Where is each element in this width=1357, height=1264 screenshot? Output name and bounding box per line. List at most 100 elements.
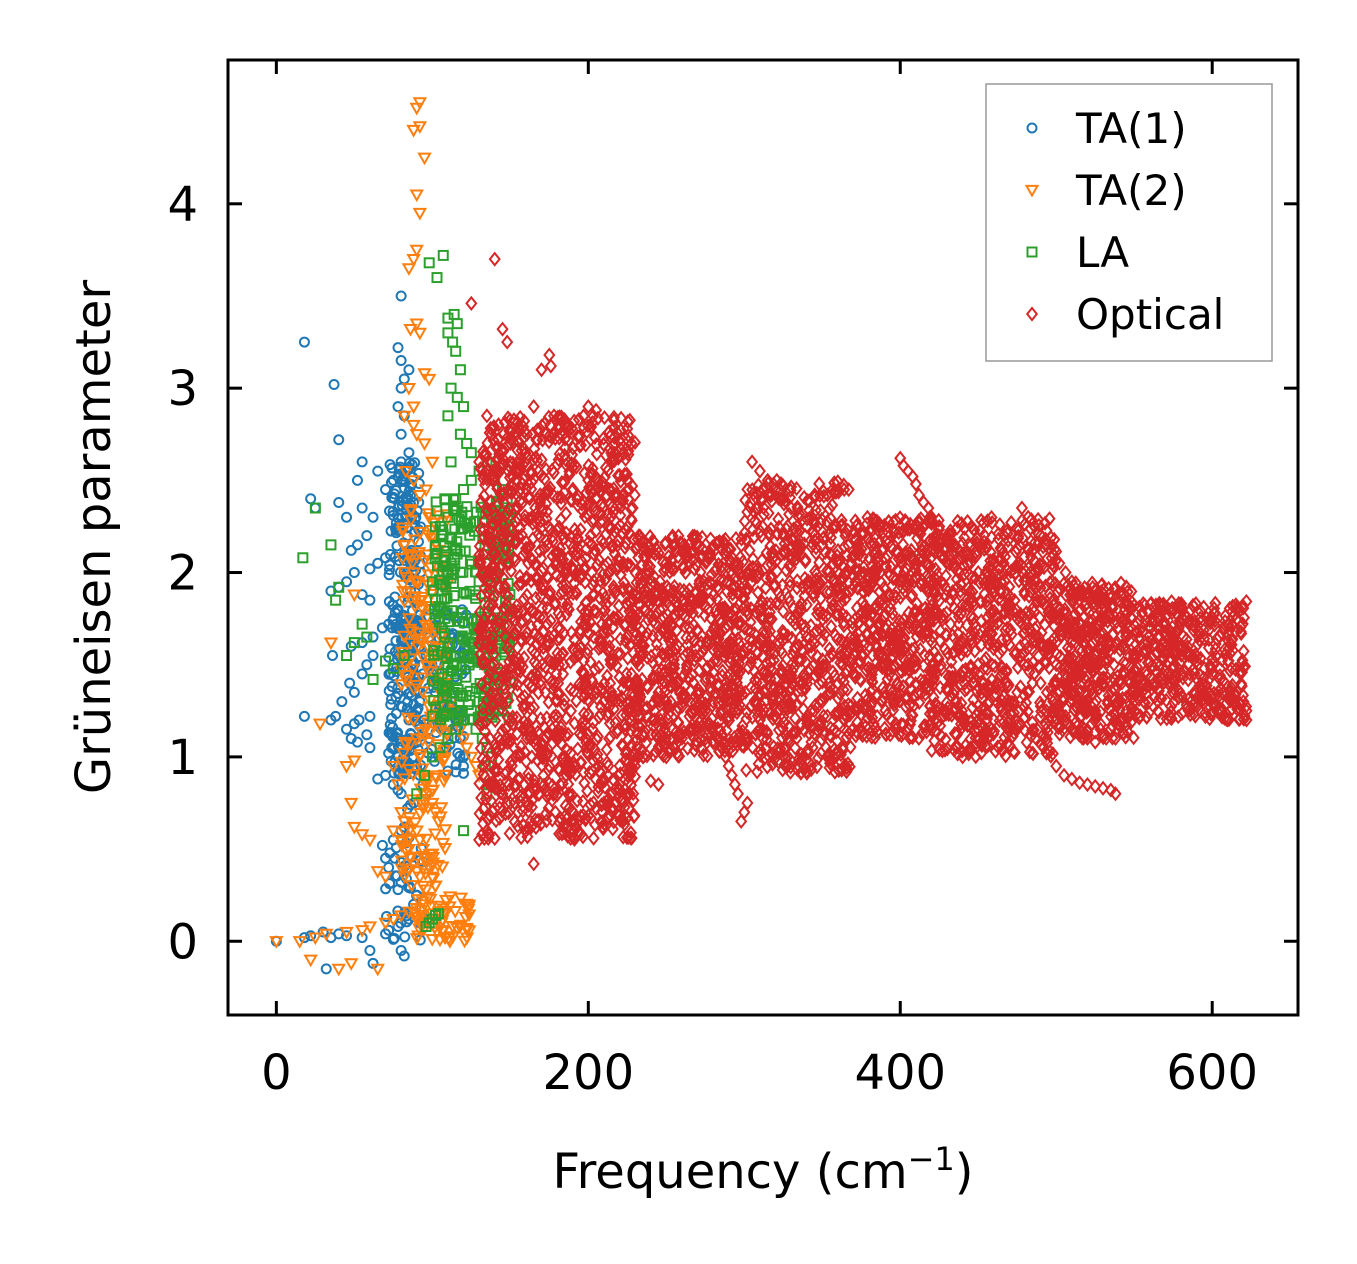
data-point [1002, 539, 1015, 555]
data-point [764, 538, 777, 554]
data-point [911, 622, 924, 638]
data-point [741, 566, 754, 583]
data-point [584, 797, 597, 813]
data-point [620, 702, 633, 718]
data-point [364, 594, 376, 606]
data-point [717, 703, 730, 719]
data-point [500, 669, 513, 685]
data-point [595, 804, 608, 820]
data-point [576, 714, 589, 730]
data-point [785, 551, 798, 567]
data-point [510, 606, 523, 622]
data-point [591, 681, 604, 697]
data-point [536, 743, 549, 760]
data-point [680, 585, 693, 601]
data-point [695, 628, 708, 644]
data-point [603, 698, 616, 714]
data-point [840, 662, 853, 679]
data-point [536, 432, 549, 448]
data-point [421, 862, 437, 876]
data-point [522, 797, 535, 813]
data-point [987, 726, 1000, 742]
data-point [707, 732, 720, 749]
data-point [531, 724, 544, 740]
data-point [791, 604, 804, 620]
data-point [672, 699, 685, 716]
data-point [650, 662, 664, 679]
data-point [554, 512, 567, 528]
data-point [630, 610, 643, 626]
data-point [473, 604, 487, 620]
data-point [571, 492, 584, 508]
data-point [667, 561, 680, 577]
data-point [853, 572, 866, 588]
data-point [625, 435, 638, 452]
data-point [893, 510, 907, 526]
data-point [824, 584, 837, 600]
data-point [1020, 734, 1033, 751]
data-point [549, 558, 562, 574]
data-point [520, 609, 533, 625]
data-point [901, 720, 914, 736]
data-point [792, 653, 805, 669]
data-point [415, 851, 431, 864]
data-point [414, 672, 430, 686]
data-point [859, 606, 873, 623]
data-point [614, 646, 627, 662]
data-point [731, 701, 745, 717]
data-point [445, 382, 457, 394]
data-point [608, 546, 621, 562]
data-point [297, 552, 309, 564]
data-point [542, 800, 555, 816]
data-point [797, 579, 810, 596]
data-point [556, 666, 570, 682]
data-point [820, 584, 834, 600]
data-point [740, 762, 753, 778]
data-point [392, 401, 404, 413]
data-point [838, 712, 851, 728]
data-point [904, 516, 917, 532]
data-point [458, 484, 470, 496]
data-point [327, 649, 339, 661]
data-point [567, 823, 581, 839]
data-point [589, 504, 602, 520]
data-point [738, 525, 751, 541]
data-point [385, 699, 397, 711]
data-point [617, 555, 630, 571]
data-point [849, 633, 862, 649]
data-point [633, 598, 646, 614]
data-point [553, 826, 566, 842]
data-point [393, 910, 409, 923]
data-point [817, 708, 830, 724]
data-point [842, 584, 855, 600]
data-point [840, 723, 853, 739]
data-point [670, 593, 683, 610]
data-point [412, 871, 428, 885]
data-point [367, 631, 379, 643]
data-point [292, 936, 307, 949]
data-point [931, 588, 944, 604]
data-point [796, 676, 809, 692]
data-point [681, 547, 694, 563]
data-point [403, 447, 415, 459]
data-point [364, 944, 376, 956]
data-point [476, 706, 489, 722]
data-point [830, 724, 843, 740]
data-point [780, 562, 793, 578]
data-point [920, 622, 934, 638]
data-point [1039, 531, 1052, 547]
data-point [638, 582, 652, 599]
data-point [438, 824, 453, 837]
data-point [566, 540, 579, 556]
data-point [744, 495, 757, 511]
data-point [662, 548, 675, 565]
data-point [480, 635, 493, 651]
data-point [437, 769, 453, 783]
data-point [746, 739, 759, 755]
data-point [887, 626, 900, 643]
data-point [372, 465, 384, 477]
data-point [617, 829, 630, 845]
data-point [795, 751, 808, 767]
data-point [593, 590, 606, 606]
data-point [981, 513, 994, 529]
